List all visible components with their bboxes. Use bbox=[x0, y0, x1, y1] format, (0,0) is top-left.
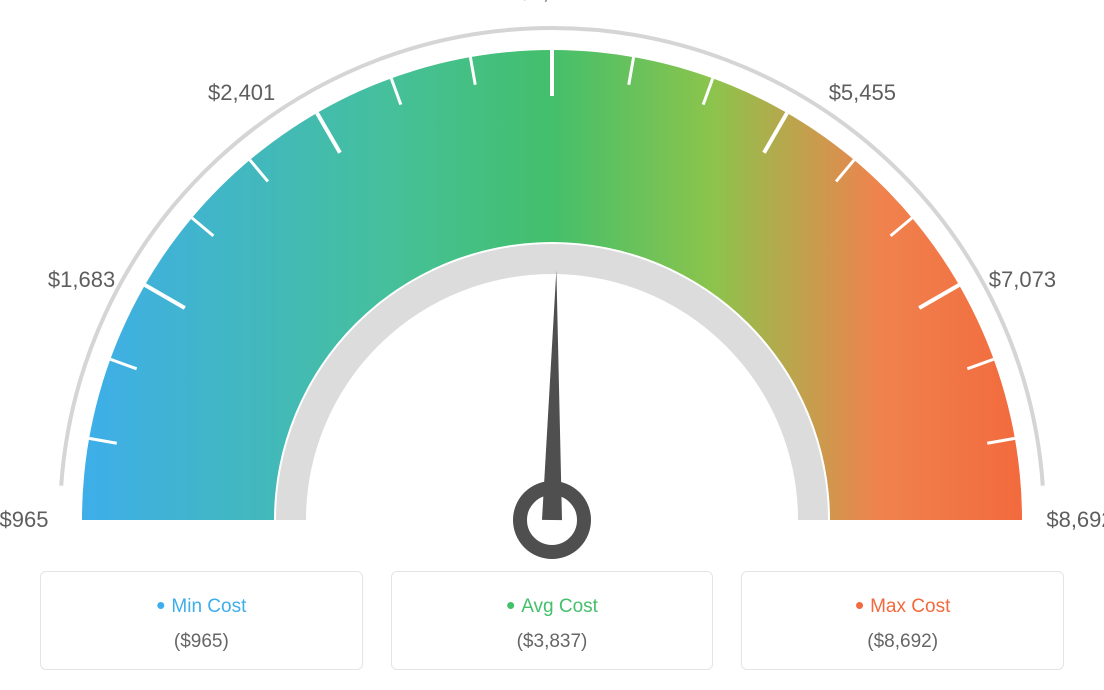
legend-avg: Avg Cost ($3,837) bbox=[391, 571, 714, 670]
legend-max-value: ($8,692) bbox=[752, 631, 1053, 653]
legend-min-title: Min Cost bbox=[51, 590, 352, 621]
gauge-tick-label: $7,073 bbox=[989, 267, 1056, 293]
legend-max: Max Cost ($8,692) bbox=[741, 571, 1064, 670]
legend-avg-title: Avg Cost bbox=[402, 590, 703, 621]
legend-avg-value: ($3,837) bbox=[402, 631, 703, 653]
legend-max-title: Max Cost bbox=[752, 590, 1053, 621]
gauge-chart: $965 $1,683 $2,401 $3,837 $5,455 $7,073 $8,692 bbox=[0, 0, 1104, 560]
gauge-tick-label: $1,683 bbox=[48, 267, 115, 293]
gauge-tick-label: $5,455 bbox=[829, 80, 896, 106]
gauge-tick-label: $8,692 bbox=[1046, 507, 1104, 533]
gauge-tick-label: $3,837 bbox=[518, 0, 585, 5]
gauge-tick-label: $2,401 bbox=[208, 80, 275, 106]
gauge-tick-label: $965 bbox=[0, 507, 48, 533]
legend-min-value: ($965) bbox=[51, 631, 352, 653]
legend-row: Min Cost ($965) Avg Cost ($3,837) Max Co… bbox=[40, 571, 1064, 670]
gauge-svg bbox=[0, 0, 1104, 560]
legend-min: Min Cost ($965) bbox=[40, 571, 363, 670]
